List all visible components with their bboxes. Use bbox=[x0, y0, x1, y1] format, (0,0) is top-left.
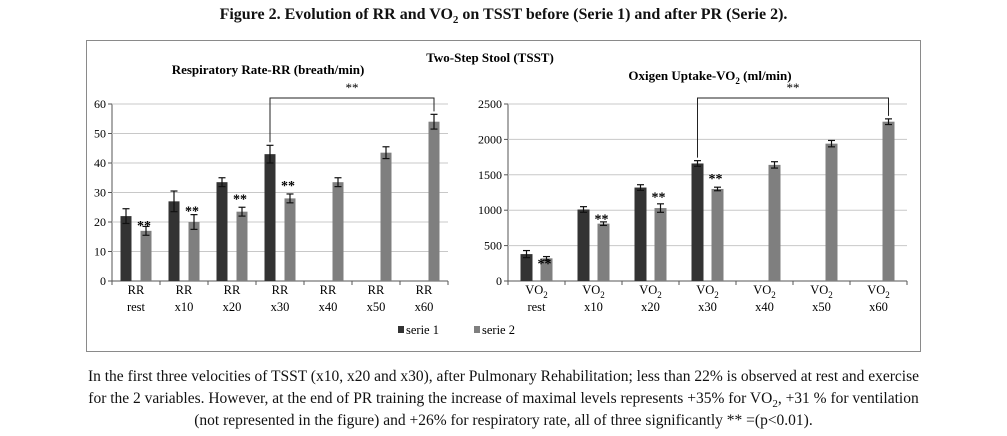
y-tick-label: 0 bbox=[100, 274, 106, 288]
significance-marker: ** bbox=[137, 219, 151, 234]
bar-serie2-x60 bbox=[882, 121, 895, 281]
x-tick-label: x20 bbox=[641, 300, 660, 314]
x-tick-label: VO2 bbox=[753, 283, 776, 300]
y-tick-label: 1000 bbox=[478, 203, 502, 217]
bar-serie2-x60 bbox=[428, 121, 440, 281]
legend-swatch bbox=[398, 326, 404, 333]
chart-1: Respiratory Rate-RR (breath/min) 0 10 20 30 4… bbox=[94, 62, 449, 314]
x-tick-label: x20 bbox=[223, 300, 242, 314]
legend-label: serie 2 bbox=[482, 323, 515, 337]
chart-title: Respiratory Rate-RR (breath/min) bbox=[172, 62, 365, 77]
x-tick-label: x10 bbox=[175, 300, 194, 314]
bar-serie1-rest bbox=[520, 254, 533, 281]
x-tick-label: RR bbox=[368, 283, 385, 297]
bar-serie1-rest bbox=[120, 216, 132, 281]
y-tick-label: 2500 bbox=[478, 97, 502, 111]
significance-marker: ** bbox=[185, 204, 199, 219]
x-tick-label: VO2 bbox=[810, 283, 833, 300]
x-tick-label: RR bbox=[224, 283, 241, 297]
x-tick-label: rest bbox=[527, 300, 546, 314]
bar-serie2-x10 bbox=[188, 222, 200, 281]
bar-serie1-x30 bbox=[691, 163, 704, 281]
bar-serie2-x50 bbox=[825, 143, 838, 281]
significance-marker: ** bbox=[281, 179, 295, 194]
x-tick-label: x40 bbox=[319, 300, 338, 314]
x-tick-label: RR bbox=[320, 283, 337, 297]
x-tick-label: x50 bbox=[367, 300, 386, 314]
y-tick-label: 60 bbox=[94, 97, 106, 111]
x-tick-label: RR bbox=[416, 283, 433, 297]
x-tick-label: VO2 bbox=[867, 283, 890, 300]
bar-serie2-x40 bbox=[768, 164, 781, 281]
y-tick-label: 40 bbox=[94, 156, 106, 170]
bracket-label: ** bbox=[787, 80, 800, 95]
y-tick-label: 10 bbox=[94, 245, 106, 259]
bar-serie1-x20 bbox=[634, 187, 647, 281]
y-tick-label: 0 bbox=[496, 274, 502, 288]
bar-serie2-x50 bbox=[380, 152, 392, 281]
legend: serie 1 serie 2 bbox=[398, 323, 515, 337]
bar-serie2-x30 bbox=[711, 188, 724, 281]
figure-title: Figure 2. Evolution of RR and VO2 on TSS… bbox=[219, 6, 788, 27]
y-tick-label: 50 bbox=[94, 127, 106, 141]
significance-marker: ** bbox=[233, 192, 247, 207]
bracket-label: ** bbox=[346, 80, 359, 95]
frame-title: Two-Step Stool (TSST) bbox=[426, 50, 554, 65]
bar-serie2-rest bbox=[540, 258, 553, 281]
x-tick-label: x30 bbox=[271, 300, 290, 314]
chart-title: Oxigen Uptake-VO2 (ml/min) bbox=[628, 68, 791, 86]
bar-serie1-x30 bbox=[264, 154, 276, 281]
bar-serie1-x20 bbox=[216, 182, 228, 281]
y-tick-label: 500 bbox=[484, 239, 502, 253]
significance-marker: ** bbox=[595, 212, 609, 227]
x-tick-label: VO2 bbox=[696, 283, 719, 300]
bar-serie1-x10 bbox=[168, 201, 180, 281]
x-tick-label: x10 bbox=[584, 300, 603, 314]
bar-serie2-rest bbox=[140, 230, 152, 281]
y-tick-label: 20 bbox=[94, 215, 106, 229]
bar-serie2-x40 bbox=[332, 182, 344, 281]
x-tick-label: rest bbox=[127, 300, 146, 314]
x-tick-label: RR bbox=[128, 283, 145, 297]
x-tick-label: x60 bbox=[869, 300, 888, 314]
significance-bracket bbox=[269, 97, 435, 143]
chart-2: Oxigen Uptake-VO2 (ml/min) 0 500 1000 1500 20… bbox=[478, 68, 908, 314]
bar-serie2-x10 bbox=[597, 223, 610, 281]
caption-line-2: for the 2 variables. However, at the end… bbox=[88, 390, 919, 411]
figure-frame bbox=[86, 40, 921, 352]
legend-swatch bbox=[474, 326, 480, 333]
y-tick-label: 2000 bbox=[478, 132, 502, 146]
legend-label: serie 1 bbox=[406, 323, 439, 337]
x-tick-label: RR bbox=[272, 283, 289, 297]
bar-serie1-x10 bbox=[577, 209, 590, 281]
bar-serie2-x20 bbox=[654, 208, 667, 281]
bar-serie2-x30 bbox=[284, 198, 296, 281]
significance-bracket bbox=[697, 97, 889, 158]
significance-marker: ** bbox=[538, 257, 552, 272]
x-tick-label: RR bbox=[176, 283, 193, 297]
x-tick-label: x60 bbox=[415, 300, 434, 314]
x-tick-label: x40 bbox=[755, 300, 774, 314]
significance-marker: ** bbox=[652, 191, 666, 206]
x-tick-label: VO2 bbox=[639, 283, 662, 300]
caption-line-3: (not represented in the figure) and +26%… bbox=[194, 412, 813, 429]
y-tick-label: 1500 bbox=[478, 168, 502, 182]
significance-marker: ** bbox=[709, 172, 723, 187]
bar-serie2-x20 bbox=[236, 211, 248, 281]
y-tick-label: 30 bbox=[94, 186, 106, 200]
x-tick-label: x50 bbox=[812, 300, 831, 314]
caption-line-1: In the first three velocities of TSST (x… bbox=[87, 368, 920, 385]
x-tick-label: x30 bbox=[698, 300, 717, 314]
x-tick-label: VO2 bbox=[525, 283, 548, 300]
x-tick-label: VO2 bbox=[582, 283, 605, 300]
